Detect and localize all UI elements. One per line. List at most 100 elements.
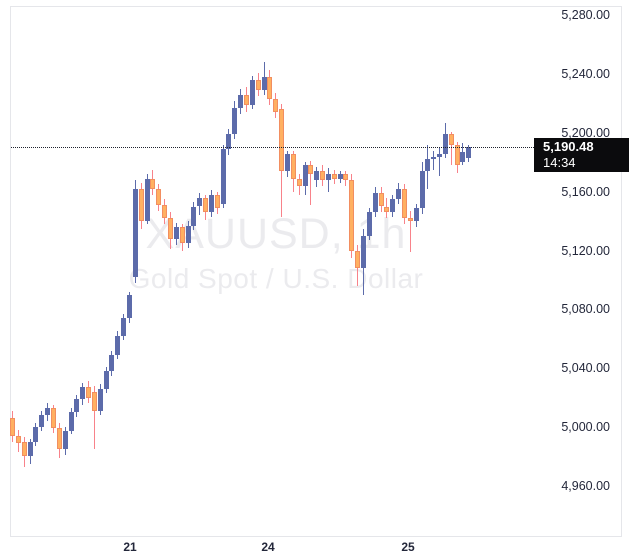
candle-body-up [396, 188, 402, 200]
candle-body-up [103, 371, 109, 389]
candle-body-down [214, 194, 220, 208]
candle-body-down [378, 193, 384, 207]
last-price-time: 14:34 [543, 155, 576, 170]
candle-wick [450, 131, 452, 166]
last-price-line [11, 147, 534, 148]
candle-body-up [127, 294, 132, 319]
candle-body-up [132, 188, 138, 278]
candle-body-up [437, 153, 443, 157]
candle-body-up [460, 152, 466, 163]
candle-body-down [167, 218, 173, 239]
candle-body-up [197, 197, 203, 207]
time-axis-label: 21 [123, 540, 137, 554]
price-axis-label: 5,040.00 [561, 361, 610, 376]
time-axis-label: 24 [261, 540, 275, 554]
candle-body-down [290, 153, 296, 179]
candle-body-down [343, 174, 349, 181]
candle-body-up [284, 153, 290, 172]
candle-body-down [267, 77, 273, 100]
candle-body-up [144, 178, 150, 222]
candle-wick [310, 160, 312, 206]
candle-body-down [384, 206, 390, 213]
candle-body-up [68, 412, 74, 432]
candle-body-down [308, 165, 314, 175]
candle-body-up [442, 134, 448, 154]
candle-body-up [45, 407, 51, 416]
candle-body-up [74, 399, 80, 413]
candle-body-down [279, 109, 285, 172]
last-price-value: 5,190.48 [543, 139, 594, 154]
candle-body-up [366, 212, 372, 236]
candle-body-down [91, 391, 97, 411]
candle-body-up [80, 387, 86, 400]
candle-wick [93, 385, 95, 450]
candle-body-down [156, 188, 162, 206]
candle-body-up [97, 388, 103, 411]
candle-body-up [185, 225, 191, 244]
candle-body-up [27, 441, 33, 457]
candle-body-up [390, 199, 396, 213]
candle-body-down [355, 250, 361, 269]
candle-body-up [208, 194, 214, 213]
candle-body-down [273, 99, 279, 113]
last-price-badge: 5,190.48 14:34 [534, 138, 629, 172]
candle-body-down [10, 418, 15, 436]
candle-body-up [173, 227, 179, 239]
candle-body-up [62, 431, 68, 450]
candle-body-up [261, 77, 267, 91]
candle-body-down [454, 144, 460, 166]
candle-body-up [39, 415, 45, 427]
candle-body-down [320, 171, 326, 181]
candle-body-down [15, 435, 21, 444]
candle-body-down [244, 94, 249, 106]
candle-body-up [33, 427, 39, 442]
candle-body-down [255, 80, 261, 91]
candle-body-up [466, 146, 472, 158]
candle-body-up [425, 159, 431, 172]
price-axis-label: 5,280.00 [561, 8, 610, 23]
candle-body-up [361, 235, 366, 269]
price-axis-label: 5,160.00 [561, 184, 610, 199]
candle-body-up [372, 193, 378, 213]
candle-body-down [138, 188, 144, 222]
candle-body-up [109, 354, 115, 372]
candle-body-up [191, 206, 197, 226]
candle-body-down [150, 178, 156, 189]
candle-body-down [448, 134, 454, 145]
candle-body-down [331, 174, 337, 179]
candle-wick [439, 147, 441, 176]
candle-body-up [337, 174, 343, 179]
candle-body-up [249, 80, 255, 106]
candle-body-down [50, 407, 56, 429]
chart-frame [10, 6, 622, 537]
price-axis-label: 5,080.00 [561, 302, 610, 317]
candle-body-down [349, 180, 355, 251]
candle-wick [409, 210, 411, 253]
candle-body-down [86, 387, 92, 398]
candle-body-up [220, 149, 226, 204]
candle-body-down [401, 188, 407, 219]
candle-body-up [431, 156, 437, 160]
candle-body-up [302, 165, 308, 186]
candle-body-up [226, 134, 232, 150]
candle-body-down [203, 197, 209, 213]
candle-body-up [121, 318, 127, 336]
candle-wick [433, 150, 435, 170]
candle-body-up [419, 171, 425, 208]
price-axis-label: 5,200.00 [561, 126, 610, 140]
price-axis-label: 4,960.00 [561, 478, 610, 493]
candle-body-up [232, 108, 238, 135]
candle-body-up [238, 94, 244, 108]
price-axis-label: 5,240.00 [561, 67, 610, 82]
candle-body-up [413, 207, 419, 222]
candle-body-up [314, 171, 320, 181]
price-axis-label: 5,000.00 [561, 420, 610, 434]
candle-body-up [325, 174, 331, 181]
candle-body-down [21, 441, 27, 457]
candle-body-up [115, 335, 121, 355]
candle-body-down [296, 178, 302, 186]
price-axis-label: 5,120.00 [561, 243, 610, 258]
candle-body-down [162, 205, 168, 219]
